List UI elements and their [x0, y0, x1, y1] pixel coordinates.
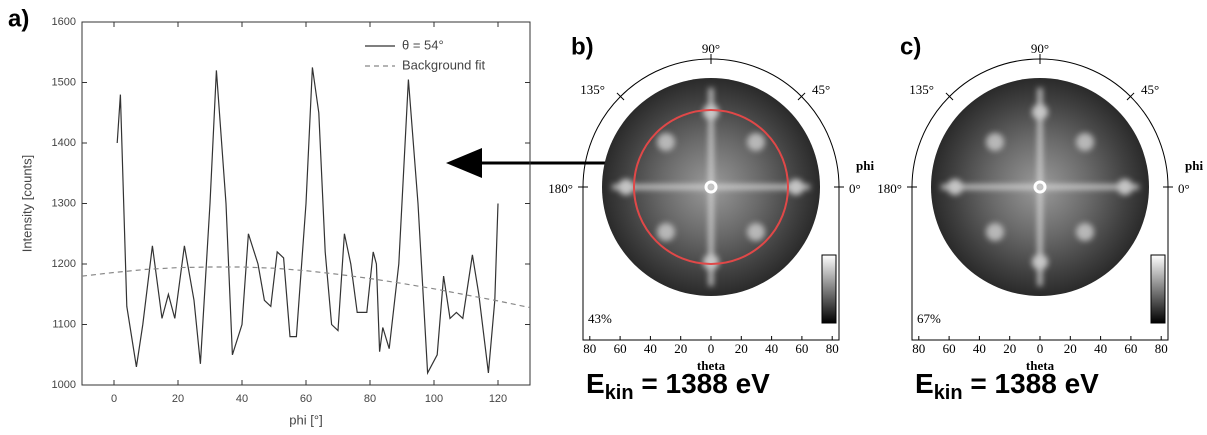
- theta-tick-label: 40: [765, 341, 778, 356]
- theta-tick-label: 40: [644, 341, 657, 356]
- x-tick-label: 100: [425, 393, 443, 405]
- y-tick-label: 1000: [52, 379, 76, 391]
- panel-label: c): [900, 33, 921, 60]
- disk-features: [941, 88, 1139, 286]
- x-axis-label: phi [°]: [289, 412, 322, 427]
- x-tick-label: 20: [172, 393, 184, 405]
- energy-value: = 1388 eV: [634, 368, 771, 399]
- theta-tick-label: 20: [735, 341, 748, 356]
- theta-ring: [633, 109, 789, 265]
- polar-frame: [582, 58, 840, 341]
- percent-label: 67%: [917, 311, 941, 326]
- theta-label: theta: [697, 358, 726, 373]
- angle-label: 0°: [1178, 181, 1190, 196]
- feature: [947, 179, 963, 195]
- theta-tick-label: 60: [943, 341, 956, 356]
- feature: [1076, 223, 1094, 241]
- angle-tick: [797, 92, 806, 101]
- energy-label: Ekin = 1388 eV: [915, 368, 1099, 404]
- feature: [1032, 254, 1048, 270]
- y-tick-label: 1600: [52, 16, 76, 28]
- feature: [986, 223, 1004, 241]
- x-tick-label: 0: [111, 393, 117, 405]
- angle-label: 45°: [1141, 82, 1159, 97]
- x-tick-label: 40: [236, 393, 248, 405]
- theta-tick-label: 80: [1155, 341, 1168, 356]
- x-tick-label: 80: [364, 393, 376, 405]
- theta-tick-label: 60: [1124, 341, 1137, 356]
- theta-tick-label: 80: [583, 341, 596, 356]
- legend-label: θ = 54°: [402, 37, 444, 52]
- theta-label: theta: [1026, 358, 1055, 373]
- colorbar: [821, 254, 837, 324]
- x-tick-label: 60: [300, 393, 312, 405]
- x-tick-label: 120: [489, 393, 507, 405]
- y-tick-label: 1200: [52, 258, 76, 270]
- theta-tick-label: 20: [1003, 341, 1016, 356]
- angle-label: 180°: [548, 181, 573, 196]
- feature: [788, 179, 804, 195]
- panel-label: b): [571, 33, 594, 60]
- disk-features: [612, 88, 810, 286]
- energy-label: Ekin = 1388 eV: [586, 368, 770, 404]
- theta-tick-label: 60: [795, 341, 808, 356]
- feature: [703, 104, 719, 120]
- feature: [618, 179, 634, 195]
- theta-tick-label: 20: [674, 341, 687, 356]
- theta-tick-label: 80: [826, 341, 839, 356]
- angle-label: 90°: [702, 41, 720, 56]
- colorbar: [1150, 254, 1166, 324]
- feature: [703, 254, 719, 270]
- data-line: [116, 67, 499, 376]
- theta-tick-label: 0: [1037, 341, 1044, 356]
- angle-label: 180°: [877, 181, 902, 196]
- y-tick-label: 1300: [52, 197, 76, 209]
- theta-tick-label: 40: [973, 341, 986, 356]
- angle-label: 45°: [812, 82, 830, 97]
- theta-tick-label: 0: [708, 341, 715, 356]
- energy-subscript: kin: [605, 382, 634, 404]
- y-axis-label: Intensity [counts]: [19, 155, 34, 253]
- radial-label: phi: [856, 158, 874, 173]
- center-mark: [1033, 180, 1047, 194]
- feature: [986, 133, 1004, 151]
- feature: [747, 133, 765, 151]
- angle-tick: [1126, 92, 1135, 101]
- panel-label: a): [8, 5, 29, 32]
- y-tick-label: 1100: [52, 318, 76, 330]
- theta-tick-label: 60: [614, 341, 627, 356]
- feature: [657, 223, 675, 241]
- angle-label: 135°: [580, 82, 605, 97]
- angle-tick: [945, 92, 954, 101]
- angle-tick: [616, 92, 625, 101]
- angle-label: 0°: [849, 181, 861, 196]
- y-tick-label: 1400: [52, 137, 76, 149]
- feature: [657, 133, 675, 151]
- energy-subscript: kin: [934, 382, 963, 404]
- feature: [1032, 104, 1048, 120]
- radial-label: phi: [1185, 158, 1203, 173]
- feature: [1076, 133, 1094, 151]
- energy-symbol: E: [915, 368, 934, 399]
- feature: [1117, 179, 1133, 195]
- polar-frame: [911, 58, 1169, 341]
- energy-symbol: E: [586, 368, 605, 399]
- feature: [747, 223, 765, 241]
- theta-tick-label: 20: [1064, 341, 1077, 356]
- y-tick-label: 1500: [52, 76, 76, 88]
- data-line: [82, 266, 530, 309]
- theta-tick-label: 40: [1094, 341, 1107, 356]
- legend-label: Background fit: [402, 57, 485, 72]
- percent-label: 43%: [588, 311, 612, 326]
- angle-label: 90°: [1031, 41, 1049, 56]
- angle-label: 135°: [909, 82, 934, 97]
- center-mark: [704, 180, 718, 194]
- energy-value: = 1388 eV: [963, 368, 1100, 399]
- theta-tick-label: 80: [912, 341, 925, 356]
